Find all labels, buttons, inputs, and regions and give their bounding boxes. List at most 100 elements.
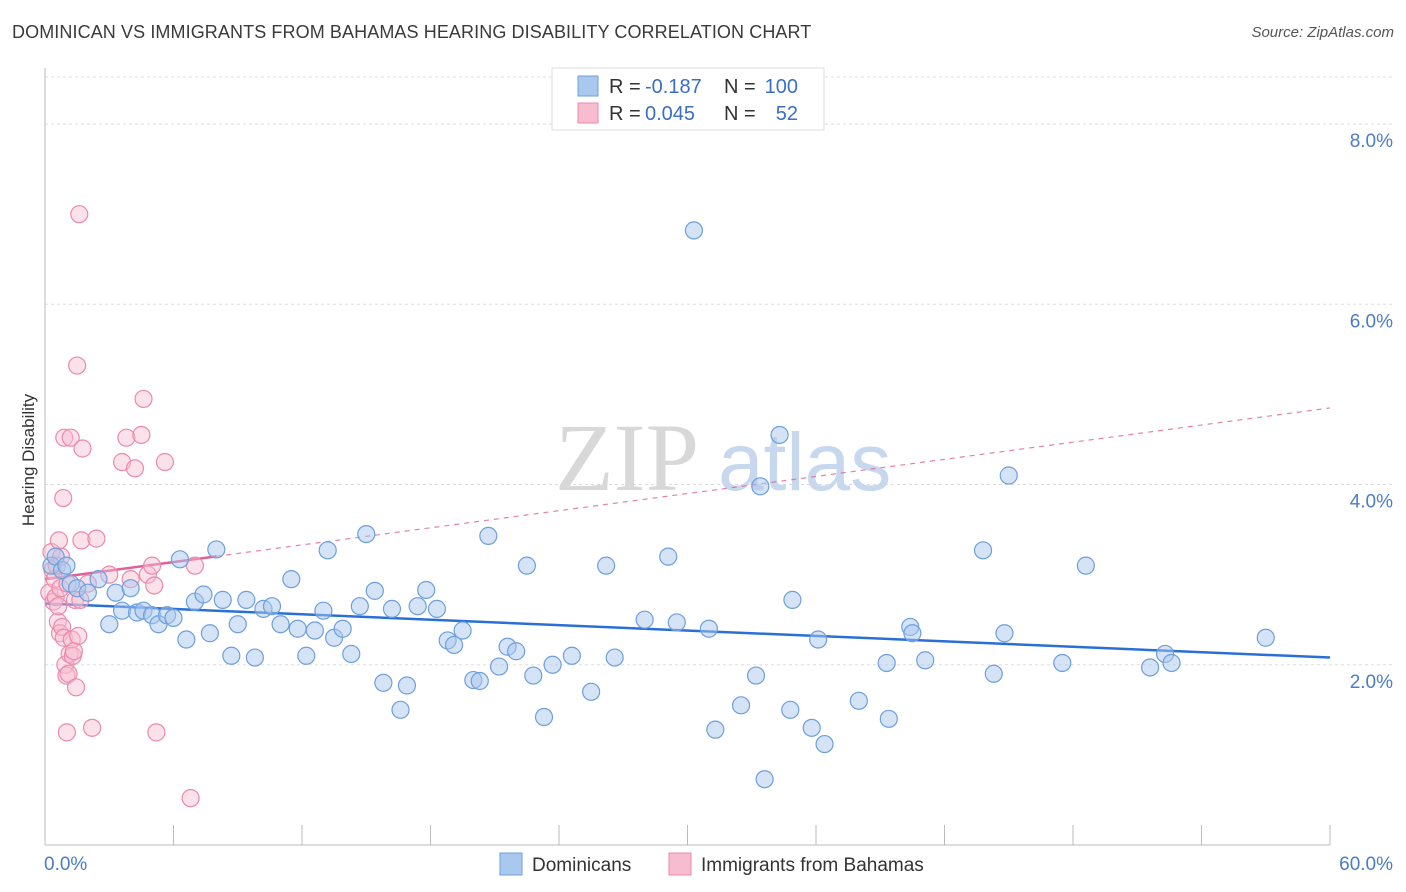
watermark-zip: ZIP [555,404,699,511]
legend-n-label-1: N = [724,103,756,125]
point-bahamas-47 [145,576,164,595]
point-dominicans-66 [597,556,616,575]
point-dominicans-80 [783,590,802,609]
point-bahamas-26 [64,642,84,661]
chart-title: DOMINICAN VS IMMIGRANTS FROM BAHAMAS HEA… [12,22,812,42]
bottom-legend: Dominicans Immigrants from Bahamas [499,852,924,876]
point-dominicans-32 [282,570,301,589]
point-dominicans-9 [106,583,125,602]
point-dominicans-28 [245,648,264,667]
axes [44,68,1331,846]
y-tick-label-0: 2.0% [1350,672,1393,693]
point-dominicans-83 [815,734,834,754]
point-bahamas-45 [138,565,157,584]
point-dominicans-24 [213,590,232,609]
point-dominicans-76 [755,770,774,789]
point-dominicans-34 [297,646,316,665]
point-bahamas-34 [73,439,92,458]
point-dominicans-99 [1256,628,1275,647]
y-tick-label-2: 6.0% [1350,311,1393,332]
point-dominicans-56 [479,526,498,546]
bottom-legend-swatch-dominicans [499,852,523,876]
point-dominicans-6 [78,583,97,602]
point-dominicans-96 [1140,658,1160,677]
point-dominicans-3 [57,556,76,575]
point-dominicans-61 [524,666,543,685]
point-dominicans-85 [877,653,896,673]
point-dominicans-50 [427,599,447,618]
y-tick-label-1: 4.0% [1350,492,1393,513]
point-bahamas-16 [55,428,74,447]
point-dominicans-95 [1076,556,1095,575]
point-bahamas-36 [83,718,102,737]
point-dominicans-8 [100,615,119,634]
point-bahamas-49 [155,452,175,472]
point-bahamas-19 [57,723,76,742]
point-dominicans-73 [706,720,725,739]
point-bahamas-48 [147,723,166,742]
point-dominicans-94 [1053,653,1072,673]
point-dominicans-46 [391,700,410,719]
point-dominicans-72 [699,619,719,638]
point-dominicans-89 [916,651,935,670]
point-dominicans-37 [318,541,337,560]
point-dominicans-79 [781,700,800,719]
point-dominicans-47 [397,676,417,695]
point-bahamas-30 [69,626,88,646]
point-bahamas-14 [54,488,73,508]
point-dominicans-71 [684,221,704,240]
point-dominicans-68 [635,610,654,629]
point-dominicans-60 [517,556,536,575]
point-dominicans-33 [288,619,307,638]
point-dominicans-77 [751,477,770,496]
source-label: Source: ZipAtlas.com [1251,24,1394,41]
legend-n-value-0: 100 [765,76,798,98]
data-points [40,205,1275,808]
grid-lines [45,76,1393,666]
legend-r-label-1: R = [609,103,641,125]
point-dominicans-30 [262,597,282,616]
point-bahamas-44 [134,389,153,409]
x-tick-label-max: 60.0% [1339,854,1393,875]
point-bahamas-46 [142,556,162,575]
point-dominicans-98 [1162,653,1181,673]
bottom-legend-label-dominicans: Dominicans [532,855,631,876]
point-bahamas-9 [49,531,69,550]
point-dominicans-21 [194,585,213,604]
point-dominicans-78 [770,425,789,445]
point-dominicans-23 [207,540,226,559]
point-dominicans-31 [271,615,290,634]
point-dominicans-17 [164,608,183,628]
point-bahamas-40 [117,428,136,447]
point-dominicans-45 [382,599,402,618]
bottom-legend-swatch-bahamas [668,852,692,876]
point-dominicans-49 [417,580,436,600]
y-axis-title: Hearing Disability [19,393,38,526]
point-dominicans-86 [879,709,898,728]
point-dominicans-40 [342,644,361,664]
legend-r-value-1: 0.045 [645,103,695,125]
point-dominicans-63 [543,655,562,674]
point-dominicans-74 [731,696,751,715]
point-dominicans-26 [228,615,247,634]
point-dominicans-42 [357,524,376,544]
point-dominicans-43 [365,581,384,600]
legend-swatch-dominicans [577,75,599,97]
point-bahamas-23 [61,428,80,447]
point-bahamas-37 [87,529,106,548]
point-dominicans-91 [984,664,1003,683]
point-dominicans-10 [112,601,132,620]
point-dominicans-90 [973,541,993,560]
point-dominicans-25 [222,646,241,665]
point-dominicans-64 [562,646,581,665]
point-dominicans-75 [746,666,766,685]
x-tick-label-min: 0.0% [44,854,87,875]
point-dominicans-62 [534,707,554,727]
point-dominicans-59 [507,642,526,661]
point-dominicans-22 [200,624,220,643]
point-dominicans-55 [470,671,489,691]
point-dominicans-81 [802,718,821,737]
point-bahamas-29 [68,356,87,375]
point-dominicans-19 [177,630,196,649]
point-bahamas-33 [72,531,91,550]
